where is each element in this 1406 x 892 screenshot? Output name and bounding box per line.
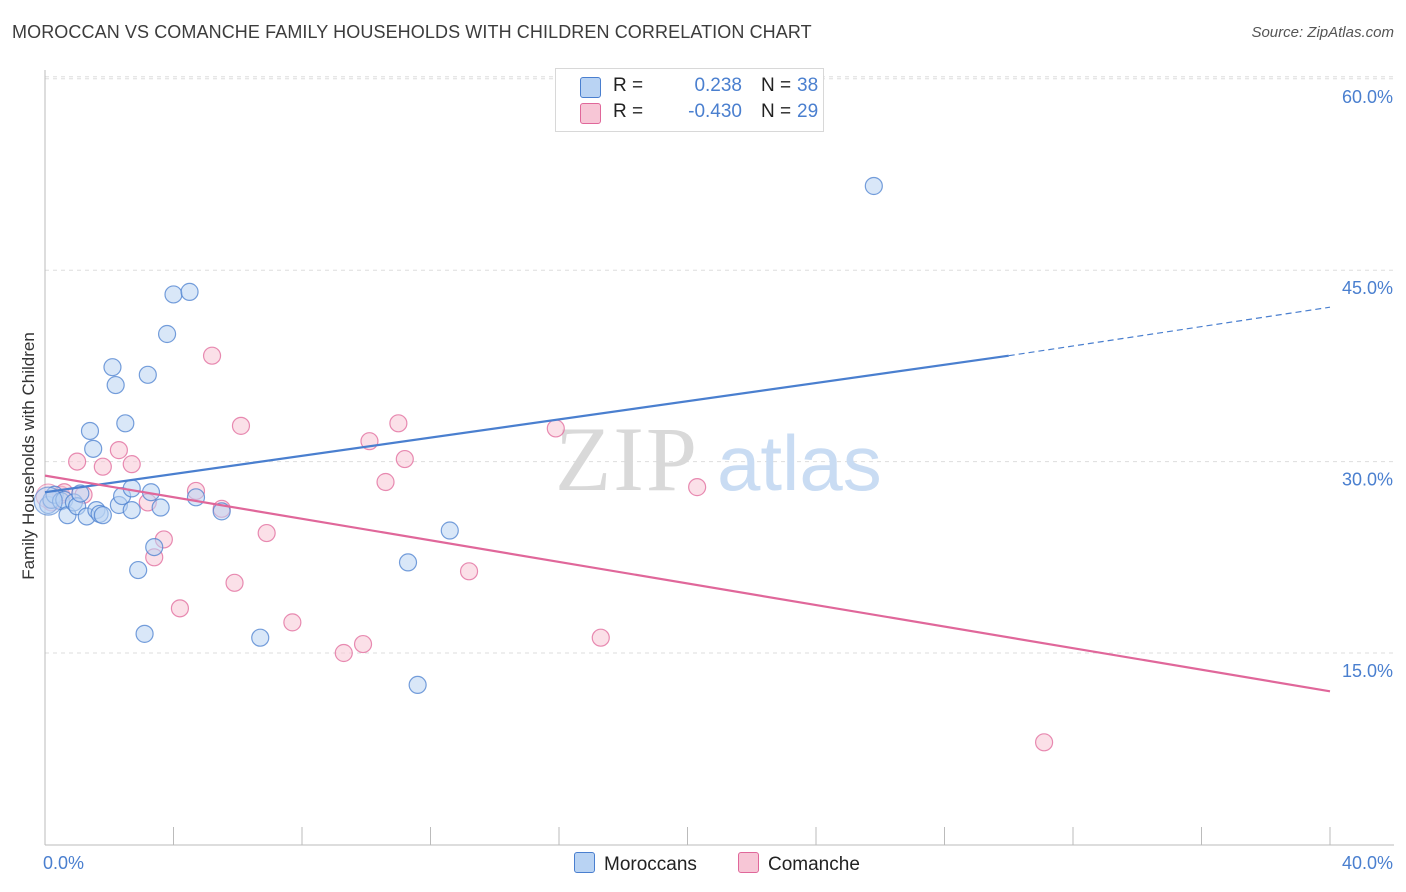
data-point xyxy=(186,488,206,507)
data-point xyxy=(334,643,353,663)
comanche-swatch xyxy=(738,852,759,873)
comanche-points xyxy=(35,346,1054,752)
data-point xyxy=(122,455,141,474)
data-point xyxy=(116,414,135,433)
n-label: N = xyxy=(761,75,792,96)
x-tick-label: 0.0% xyxy=(43,853,84,873)
data-point xyxy=(93,506,112,525)
legend-item-comanche[interactable]: Comanche xyxy=(738,852,860,876)
moroccans-trend-line xyxy=(44,354,1009,494)
data-point xyxy=(103,358,122,377)
data-point xyxy=(71,484,90,503)
data-point xyxy=(157,324,177,344)
moroccans-trend-extension xyxy=(1008,306,1331,357)
r-label: R = xyxy=(613,101,644,122)
data-point xyxy=(180,282,199,301)
data-point xyxy=(93,457,112,476)
moroccans-swatch xyxy=(580,77,601,98)
r-label: R = xyxy=(613,75,644,96)
data-point xyxy=(283,613,302,632)
data-point xyxy=(145,537,164,557)
data-point xyxy=(106,375,125,395)
data-point xyxy=(135,624,154,643)
y-tick-label: 30.0% xyxy=(1342,470,1393,490)
correlation-legend: R = 0.238 N = 38 R = -0.430 N = 29 xyxy=(555,68,824,132)
trend-lines xyxy=(44,306,1331,693)
data-point xyxy=(376,472,395,492)
data-point xyxy=(1034,733,1054,752)
data-point xyxy=(389,414,408,433)
legend-item-moroccans[interactable]: Moroccans xyxy=(574,852,697,876)
x-tick-label: 40.0% xyxy=(1342,853,1393,873)
data-point xyxy=(129,560,148,580)
data-point xyxy=(84,439,103,458)
zipatlas-watermark: ZIP atlas xyxy=(555,408,882,510)
moroccans-points xyxy=(33,176,883,695)
data-point xyxy=(231,416,251,435)
legend-label-moroccans: Moroccans xyxy=(604,854,697,875)
data-point xyxy=(225,573,244,592)
data-point xyxy=(151,498,170,517)
chart-title: MOROCCAN VS COMANCHE FAMILY HOUSEHOLDS W… xyxy=(12,22,812,42)
data-point xyxy=(251,628,270,647)
data-point-cluster xyxy=(33,486,63,516)
data-point xyxy=(164,285,183,304)
data-point xyxy=(408,675,427,695)
watermark-zip: ZIP xyxy=(555,408,699,510)
y-tick-label: 45.0% xyxy=(1342,278,1393,298)
r-value: -0.430 xyxy=(688,101,742,122)
moroccans-swatch xyxy=(574,852,595,873)
grid-lines xyxy=(45,76,1394,654)
tick-labels: 15.0% 30.0% 45.0% 60.0% 0.0% 40.0% xyxy=(43,87,1393,873)
data-point xyxy=(440,521,459,540)
data-point xyxy=(459,562,479,581)
data-point xyxy=(353,634,373,654)
data-point xyxy=(546,419,565,438)
data-point xyxy=(68,452,87,471)
data-point xyxy=(257,523,276,543)
y-tick-label: 15.0% xyxy=(1342,661,1393,681)
data-point xyxy=(688,478,707,497)
source-credit: Source: ZipAtlas.com xyxy=(1251,24,1394,41)
data-point xyxy=(122,500,141,520)
n-value: 29 xyxy=(797,101,819,122)
axes xyxy=(44,70,1394,846)
watermark-atlas: atlas xyxy=(717,419,882,507)
data-point xyxy=(80,421,100,441)
comanche-trend-line xyxy=(44,474,1331,693)
data-point xyxy=(395,449,414,469)
data-point xyxy=(591,628,610,647)
n-value: 38 xyxy=(797,75,819,96)
data-point xyxy=(864,176,883,196)
data-point xyxy=(202,346,222,365)
y-tick-label: 60.0% xyxy=(1342,87,1393,107)
comanche-swatch xyxy=(580,103,601,124)
n-label: N = xyxy=(761,101,792,122)
data-point xyxy=(170,599,190,618)
r-value: 0.238 xyxy=(694,75,742,96)
data-point xyxy=(138,365,157,384)
data-point xyxy=(109,441,128,460)
legend-label-comanche: Comanche xyxy=(768,854,860,875)
data-point xyxy=(398,553,418,572)
